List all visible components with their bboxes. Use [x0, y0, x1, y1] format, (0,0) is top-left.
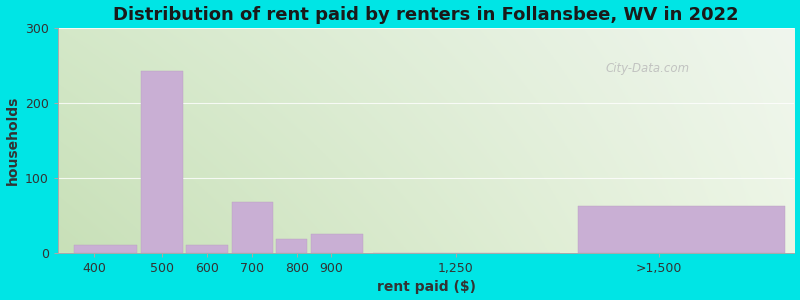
- Bar: [276, 239, 307, 253]
- Bar: [578, 206, 786, 253]
- Bar: [74, 245, 137, 253]
- Bar: [311, 234, 363, 253]
- Bar: [186, 245, 228, 253]
- X-axis label: rent paid ($): rent paid ($): [377, 280, 476, 294]
- Bar: [141, 71, 182, 253]
- Title: Distribution of rent paid by renters in Follansbee, WV in 2022: Distribution of rent paid by renters in …: [114, 6, 739, 24]
- Y-axis label: households: households: [6, 96, 19, 185]
- Bar: [231, 202, 273, 253]
- Text: City-Data.com: City-Data.com: [605, 62, 690, 75]
